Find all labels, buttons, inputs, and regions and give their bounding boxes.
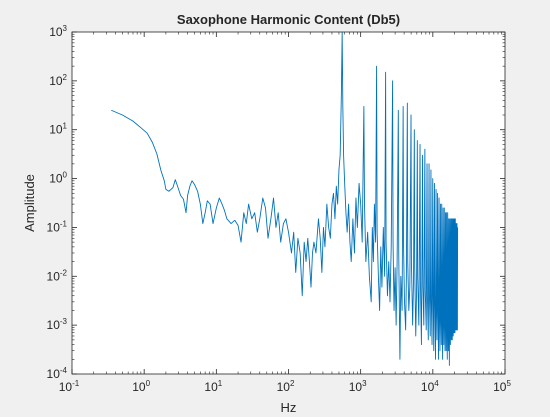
ticks-layer <box>71 31 506 375</box>
x-tick-label: 10-1 <box>59 379 80 394</box>
y-axis-label: Amplitude <box>22 174 37 232</box>
labels-layer: 10-1 100 101 102 103 104 105 10-4 10-3 10-2 10-1 10… <box>47 24 512 394</box>
y-tick-label: 100 <box>49 171 67 186</box>
x-tick-label: 102 <box>277 379 295 394</box>
y-tick-label: 10-4 <box>47 366 68 381</box>
x-tick-label: 101 <box>204 379 222 394</box>
y-tick-label: 10-3 <box>47 317 68 332</box>
y-tick-label: 10-1 <box>47 219 68 234</box>
x-tick-label: 100 <box>132 379 150 394</box>
spectrum-line <box>111 32 459 366</box>
series-layer <box>111 32 459 366</box>
x-axis-label: Hz <box>281 400 297 415</box>
x-tick-label: 104 <box>421 379 439 394</box>
y-tick-label: 10-2 <box>47 268 68 283</box>
y-tick-label: 101 <box>49 122 67 137</box>
y-tick-label: 103 <box>49 24 67 39</box>
x-tick-label: 105 <box>493 379 511 394</box>
chart-title: Saxophone Harmonic Content (Db5) <box>177 12 400 27</box>
y-tick-label: 102 <box>49 73 67 88</box>
x-tick-label: 103 <box>349 379 367 394</box>
